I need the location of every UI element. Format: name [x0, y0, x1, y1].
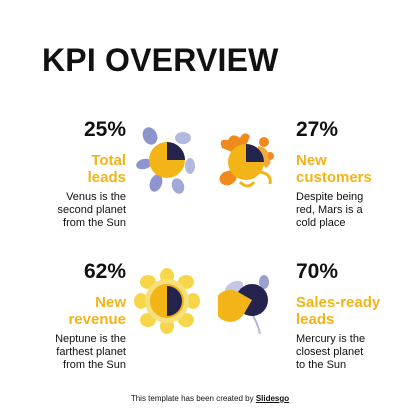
- kpi-total-leads: 25% Total leads Venus is the second plan…: [36, 118, 127, 230]
- kpi-description: Venus is the second planet from the Sun: [57, 191, 127, 229]
- kpi-label: New revenue: [68, 294, 126, 328]
- kpi-percent: 25%: [83, 118, 126, 141]
- kpi-new-customers: 27% New customers Despite being red, Mar…: [296, 118, 406, 230]
- pie-leaves-icon: [218, 275, 269, 335]
- kpi-percent: 70%: [296, 260, 339, 283]
- kpi-percent: 62%: [83, 260, 126, 283]
- kpi-label: Total leads: [87, 152, 126, 186]
- pie-sunflower-icon: [134, 268, 200, 334]
- kpi-description: Neptune is the farthest planet from the …: [55, 333, 126, 371]
- footer-credit: This template has been created by Slides…: [130, 394, 290, 403]
- kpi-percent: 27%: [296, 118, 339, 141]
- kpi-description: Mercury is the closest planet to the Sun: [296, 333, 366, 371]
- footer-brand-link[interactable]: Slidesgo: [255, 394, 290, 403]
- pie-flower-icon: [136, 127, 195, 194]
- kpi-new-revenue: 62% New revenue Neptune is the farthest …: [26, 260, 126, 372]
- kpi-label: New customers: [296, 152, 372, 186]
- kpi-label: Sales-ready leads: [296, 294, 381, 328]
- pie-splash-icon: [219, 133, 274, 188]
- slide-title: KPI OVERVIEW: [42, 42, 279, 78]
- kpi-sales-ready-leads: 70% Sales-ready leads Mercury is the clo…: [296, 260, 406, 372]
- kpi-description: Despite being red, Mars is a cold place: [296, 191, 364, 229]
